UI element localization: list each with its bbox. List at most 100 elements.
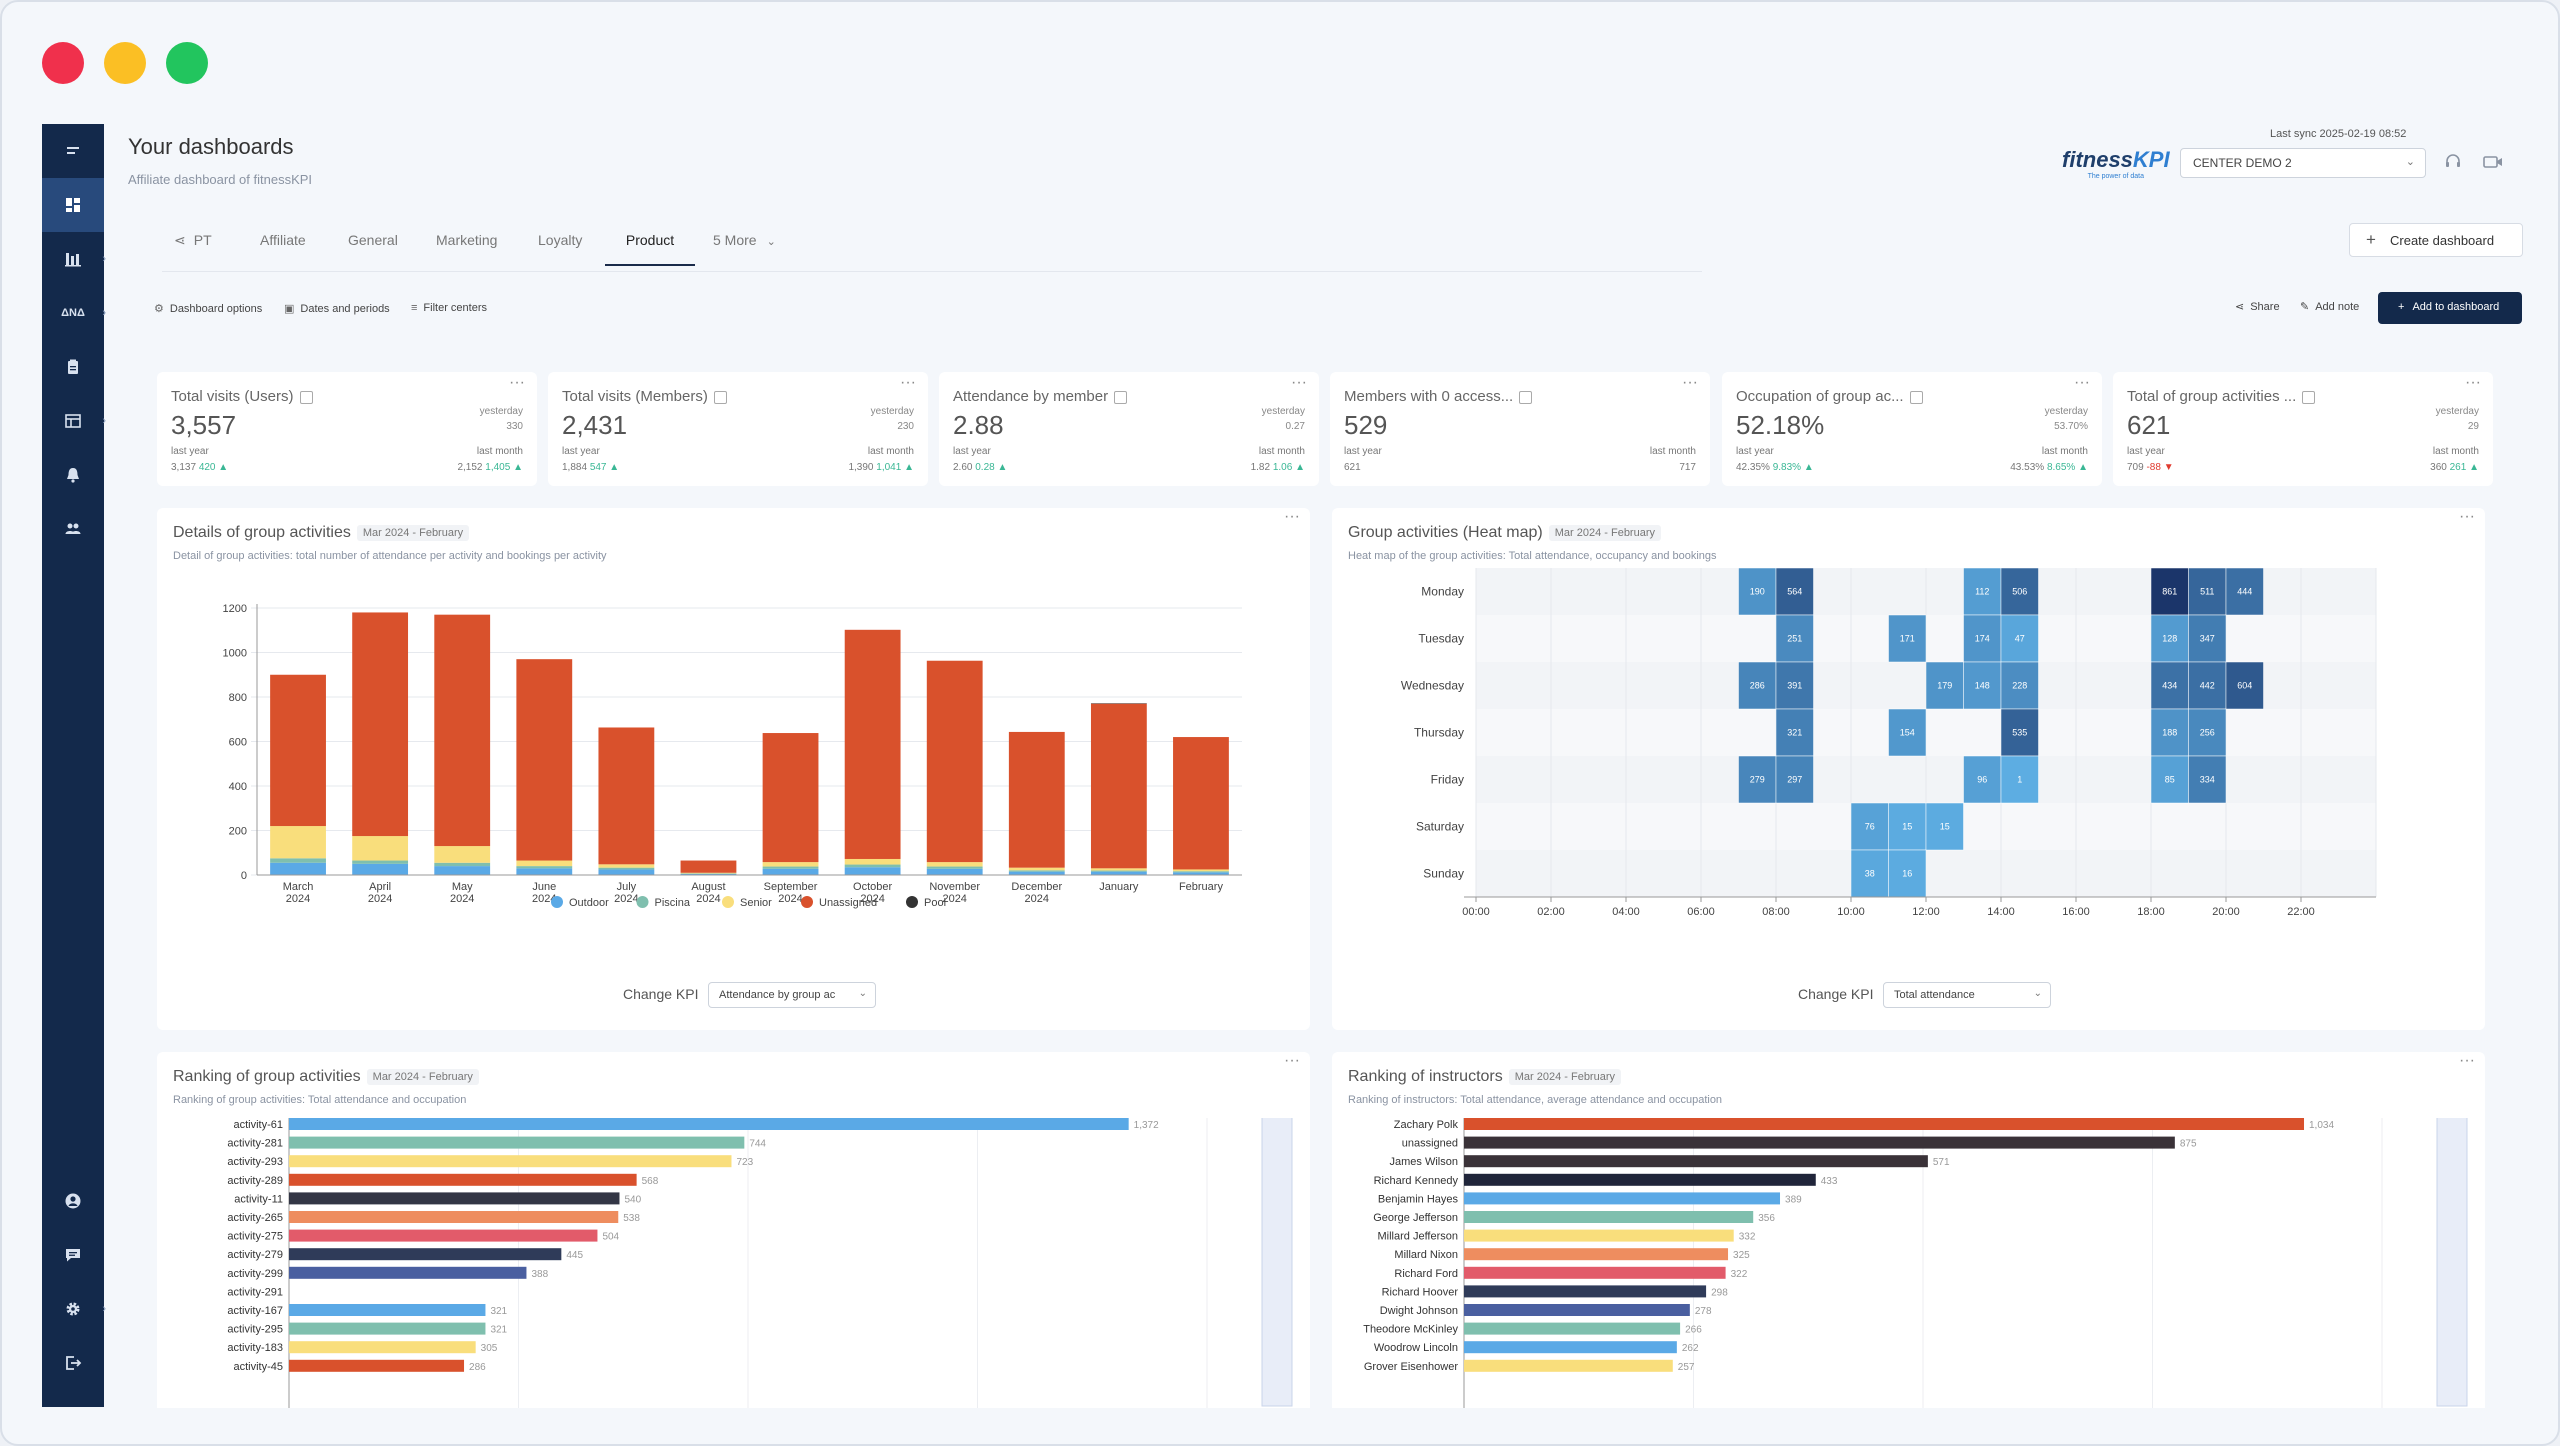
kpi-card[interactable]: Members with 0 access... ··· 529 last year 6… <box>1330 372 1710 486</box>
clipboard-icon[interactable] <box>42 340 104 394</box>
analytics-icon[interactable]: ΔΝΔ › <box>61 307 106 319</box>
bar-segment-senior <box>352 836 409 861</box>
kpi-select[interactable]: Total attendance ⌄ <box>1883 982 2051 1008</box>
heatmap-cell <box>1738 661 1777 710</box>
kpi-select[interactable]: Attendance by group ac ⌄ <box>708 982 876 1008</box>
more-options-icon[interactable]: ··· <box>2074 374 2090 391</box>
ranking-bar <box>1464 1248 1729 1261</box>
details-panel: Details of group activities Mar 2024 - Fe… <box>157 508 1310 1030</box>
add-to-dashboard-button[interactable]: + Add to dashboard <box>2378 292 2522 324</box>
kpi-card[interactable]: Attendance by member ··· 2.88 yesterday 0.27… <box>939 372 1319 486</box>
tab-loyalty[interactable]: Loyalty <box>538 232 583 248</box>
kpi-last-year-value: 2.60 0.28 ▲ <box>953 462 1007 473</box>
heatmap-cell <box>2188 614 2227 663</box>
kpi-title: Occupation of group ac... <box>1736 388 1923 405</box>
table-icon[interactable]: › <box>42 394 106 448</box>
calendar-icon <box>1114 390 1128 404</box>
scroll-handle <box>1261 1118 1293 1407</box>
minimize-window-button[interactable] <box>104 42 146 84</box>
bar-segment-unassigned <box>352 612 409 837</box>
users-icon[interactable] <box>42 502 104 556</box>
more-options-icon[interactable]: ··· <box>1291 374 1307 391</box>
filter-centers-button[interactable]: ≡ Filter centers <box>411 302 487 314</box>
ranking-activities-chart: activity-61 1,372 activity-281 744 activity-… <box>227 1118 1293 1408</box>
bar-segment-piscina <box>434 862 491 867</box>
kpi-yesterday-label: yesterday <box>2044 406 2088 417</box>
more-options-icon[interactable]: ··· <box>900 374 916 391</box>
dashboard-options-button[interactable]: ⚙ Dashboard options <box>154 302 262 315</box>
tab-marketing[interactable]: Marketing <box>436 232 498 248</box>
kpi-card[interactable]: Total of group activities ... ··· 621 yeste… <box>2113 372 2493 486</box>
x-tick-label-year: 2024 <box>860 893 884 905</box>
kpi-card[interactable]: Occupation of group ac... ··· 52.18% yester… <box>1722 372 2102 486</box>
heatmap-x-tick-label: 08:00 <box>1762 906 1790 918</box>
center-select[interactable]: CENTER DEMO 2 ⌄ <box>2180 148 2426 178</box>
bar-segment-unassigned <box>762 733 819 863</box>
ranking-value-label: 389 <box>1785 1194 1802 1205</box>
ranking-bar <box>289 1266 527 1279</box>
bar-segment-senior <box>516 860 573 867</box>
share-button[interactable]: ⋖ Share <box>2235 300 2280 313</box>
kpi-card[interactable]: Total visits (Users) ··· 3,557 yesterday 330… <box>157 372 537 486</box>
last-sync: Last sync 2025-02-19 08:52 <box>2270 128 2407 140</box>
add-note-button[interactable]: ✎ Add note <box>2300 300 2359 313</box>
ranking-activities-title-text: Ranking of group activities <box>173 1068 361 1085</box>
ranking-value-label: 744 <box>749 1139 766 1150</box>
bar-segment-piscina <box>1090 870 1147 872</box>
heatmap-cell <box>1963 568 2002 616</box>
plus-icon: + <box>2366 230 2376 249</box>
dates-periods-button[interactable]: ▣ Dates and periods <box>284 302 390 315</box>
ranking-category-label: activity-299 <box>227 1268 283 1280</box>
kpi-yesterday-label: yesterday <box>479 406 523 417</box>
bell-icon[interactable] <box>42 448 104 502</box>
ranking-category-label: Benjamin Hayes <box>1378 1193 1459 1205</box>
maximize-window-button[interactable] <box>166 42 208 84</box>
menu-icon[interactable] <box>42 124 104 178</box>
gear-icon[interactable]: › <box>42 1282 106 1336</box>
headset-icon[interactable] <box>2442 152 2464 174</box>
message-icon[interactable] <box>42 1228 104 1282</box>
kpi-card[interactable]: Total visits (Members) ··· 2,431 yesterday 2… <box>548 372 928 486</box>
more-options-icon[interactable]: ··· <box>2459 1052 2475 1069</box>
create-dashboard-button[interactable]: + Create dashboard <box>2349 223 2523 257</box>
ranking-bar <box>289 1173 637 1186</box>
heatmap-chart: Monday Tuesday Wednesday Thursday Friday Satu… <box>1401 568 2377 918</box>
heatmap-title: Group activities (Heat map) Mar 2024 - Fe… <box>1348 524 1661 542</box>
heatmap-cell-label: 96 <box>1977 775 1987 785</box>
heatmap-cell-label: 228 <box>2012 681 2027 691</box>
bar-segment-senior <box>1090 868 1147 871</box>
tab-product[interactable]: Product <box>605 232 695 266</box>
heatmap-row-label: Monday <box>1421 585 1464 599</box>
kpi-yesterday-label: yesterday <box>870 406 914 417</box>
kpi-last-year-label: last year <box>953 446 991 457</box>
tab-more[interactable]: 5 More ⌄ <box>713 232 776 264</box>
close-window-button[interactable] <box>42 42 84 84</box>
more-options-icon[interactable]: ··· <box>2465 374 2481 391</box>
dashboard-icon[interactable] <box>42 178 104 232</box>
kpi-value: 529 <box>1344 410 1388 440</box>
heatmap-cell-label: 347 <box>2200 634 2215 644</box>
ranking-category-label: activity-11 <box>234 1193 283 1205</box>
tab-general[interactable]: General <box>348 232 398 248</box>
x-tick-label-year: 2024 <box>532 893 556 905</box>
tab-pt[interactable]: ⋖ PT <box>174 232 212 265</box>
more-options-icon[interactable]: ··· <box>509 374 525 391</box>
logout-icon[interactable] <box>42 1336 104 1390</box>
more-options-icon[interactable]: ··· <box>1682 374 1698 391</box>
user-circle-icon[interactable] <box>42 1174 104 1228</box>
ranking-bar <box>1464 1266 1726 1279</box>
tab-affiliate[interactable]: Affiliate <box>260 232 306 248</box>
more-options-icon[interactable]: ··· <box>1284 508 1300 525</box>
heatmap-cell <box>2225 661 2264 710</box>
chevron-down-icon: ⌄ <box>766 236 776 248</box>
legend-label: Pool <box>924 897 946 909</box>
ranking-category-label: activity-295 <box>227 1324 283 1336</box>
video-icon[interactable] <box>2482 152 2504 174</box>
bar-chart-icon[interactable]: › <box>42 232 106 286</box>
y-tick-label: 400 <box>229 781 247 793</box>
more-options-icon[interactable]: ··· <box>2459 508 2475 525</box>
more-options-icon[interactable]: ··· <box>1284 1052 1300 1069</box>
create-dashboard-label: Create dashboard <box>2390 233 2495 248</box>
add-note-label: Add note <box>2315 301 2360 313</box>
x-tick-label-year: 2024 <box>286 893 310 905</box>
